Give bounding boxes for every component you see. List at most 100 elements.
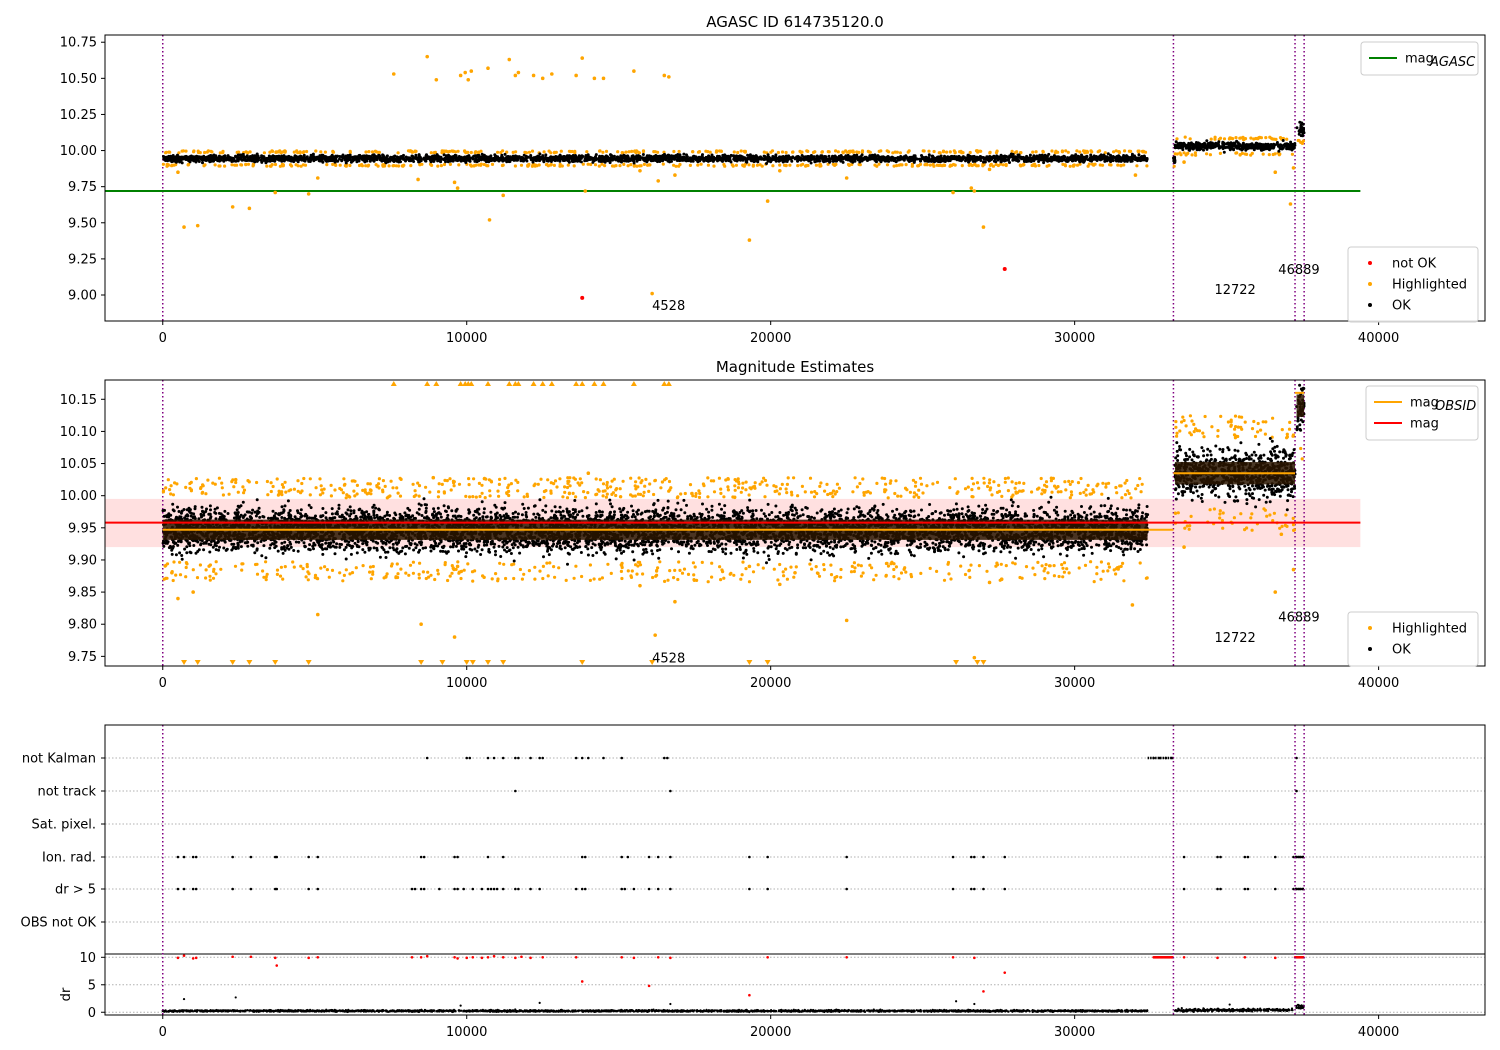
data-point-highlighted: [171, 493, 175, 497]
data-point-highlighted: [808, 562, 812, 566]
data-point-highlighted: [1141, 150, 1145, 154]
data-point-ok: [239, 153, 243, 157]
data-point-ok: [1179, 144, 1183, 147]
data-point-highlighted: [369, 577, 373, 581]
data-point-highlighted: [829, 573, 834, 577]
data-point-highlighted: [275, 572, 279, 577]
data-point-ok: [622, 153, 626, 157]
data-point-ok: [274, 155, 278, 159]
data-point-highlighted: [246, 162, 251, 166]
data-point-ok: [1252, 144, 1256, 148]
data-point-ok: [1232, 148, 1236, 152]
data-point-ok: [745, 160, 749, 164]
data-point-highlighted: [792, 476, 796, 480]
data-point-ok: [912, 154, 916, 158]
data-point-ok: [796, 155, 800, 158]
data-point-highlighted: [487, 218, 492, 222]
data-point-ok: [844, 155, 847, 159]
data-point-highlighted: [1040, 564, 1044, 568]
data-point-highlighted: [620, 563, 624, 568]
data-point-highlighted: [580, 481, 584, 485]
data-point-ok: [1063, 155, 1067, 159]
data-point-highlighted: [281, 577, 285, 581]
data-point-highlighted: [637, 476, 641, 480]
data-point-ok: [549, 160, 553, 163]
data-point-highlighted: [319, 150, 323, 154]
data-point-highlighted: [1101, 481, 1105, 485]
data-point-highlighted: [458, 73, 463, 78]
data-point-highlighted: [413, 489, 417, 493]
data-point-ok: [1035, 157, 1039, 161]
data-point-highlighted: [494, 572, 498, 576]
data-point-ok: [1199, 144, 1203, 147]
data-point-highlighted: [1136, 149, 1140, 153]
data-point-highlighted: [1135, 164, 1139, 168]
data-point-highlighted: [205, 150, 209, 154]
data-point-highlighted: [975, 481, 980, 485]
data-point-ok: [1299, 125, 1303, 129]
data-point-ok: [475, 160, 479, 164]
y-tick-label: 10.75: [60, 36, 97, 51]
data-point-highlighted: [533, 577, 537, 581]
data-point-ok: [603, 155, 607, 159]
data-point-highlighted: [399, 567, 403, 571]
data-point-ok: [903, 156, 907, 160]
data-point-ok: [242, 157, 246, 161]
data-point-ok: [709, 158, 713, 161]
data-point-highlighted: [1044, 563, 1048, 567]
data-point-highlighted: [264, 578, 268, 582]
data-point-highlighted: [851, 149, 855, 153]
data-point-ok: [1241, 142, 1245, 146]
data-point-highlighted: [1231, 137, 1235, 141]
data-point-highlighted: [639, 164, 643, 168]
data-point-highlighted: [466, 562, 470, 566]
data-point-highlighted: [1218, 151, 1222, 155]
data-point-highlighted: [1264, 136, 1268, 140]
data-point-highlighted: [1053, 484, 1057, 488]
data-point-highlighted: [248, 150, 252, 154]
data-point-highlighted: [886, 496, 890, 500]
data-point-ok: [1141, 158, 1145, 162]
data-point-highlighted: [240, 568, 244, 572]
data-point-highlighted: [425, 54, 430, 59]
data-point-highlighted: [1061, 162, 1065, 166]
data-point-highlighted: [325, 568, 329, 572]
data-point-ok: [750, 158, 754, 161]
data-point-highlighted: [1114, 149, 1118, 153]
data-point-ok: [875, 157, 879, 161]
data-point-highlighted: [675, 496, 680, 500]
data-point-highlighted: [1052, 564, 1056, 568]
data-point-ok: [255, 159, 259, 163]
data-point-highlighted: [217, 476, 221, 480]
data-point-highlighted: [383, 484, 387, 488]
data-point-highlighted: [1242, 137, 1246, 141]
data-point-highlighted: [803, 490, 807, 494]
data-point-highlighted: [514, 150, 518, 154]
data-point-ok: [992, 159, 996, 163]
data-point-highlighted: [1104, 485, 1108, 489]
data-point-highlighted: [580, 56, 585, 60]
data-point-highlighted: [837, 486, 842, 490]
data-point-ok: [1122, 154, 1126, 157]
data-point-highlighted: [572, 164, 576, 168]
data-point-highlighted: [987, 167, 992, 172]
data-point-highlighted: [413, 150, 417, 154]
data-point-highlighted: [342, 483, 346, 487]
data-point-highlighted: [884, 482, 888, 486]
data-point-highlighted: [1095, 484, 1099, 488]
data-point-highlighted: [1047, 564, 1052, 568]
data-point-highlighted: [672, 149, 676, 154]
data-point-highlighted: [364, 150, 368, 154]
data-point-highlighted: [789, 490, 794, 494]
data-point-highlighted: [859, 564, 863, 568]
data-point-ok: [1195, 146, 1199, 150]
data-point-highlighted: [545, 561, 549, 565]
data-point-highlighted: [699, 162, 703, 166]
data-point-ok: [384, 161, 388, 165]
data-point-highlighted: [694, 494, 698, 498]
data-point-ok: [225, 156, 229, 160]
data-point-highlighted: [187, 162, 191, 166]
data-point-ok: [346, 156, 350, 159]
data-point-highlighted: [574, 495, 578, 499]
data-point-ok: [464, 159, 468, 163]
